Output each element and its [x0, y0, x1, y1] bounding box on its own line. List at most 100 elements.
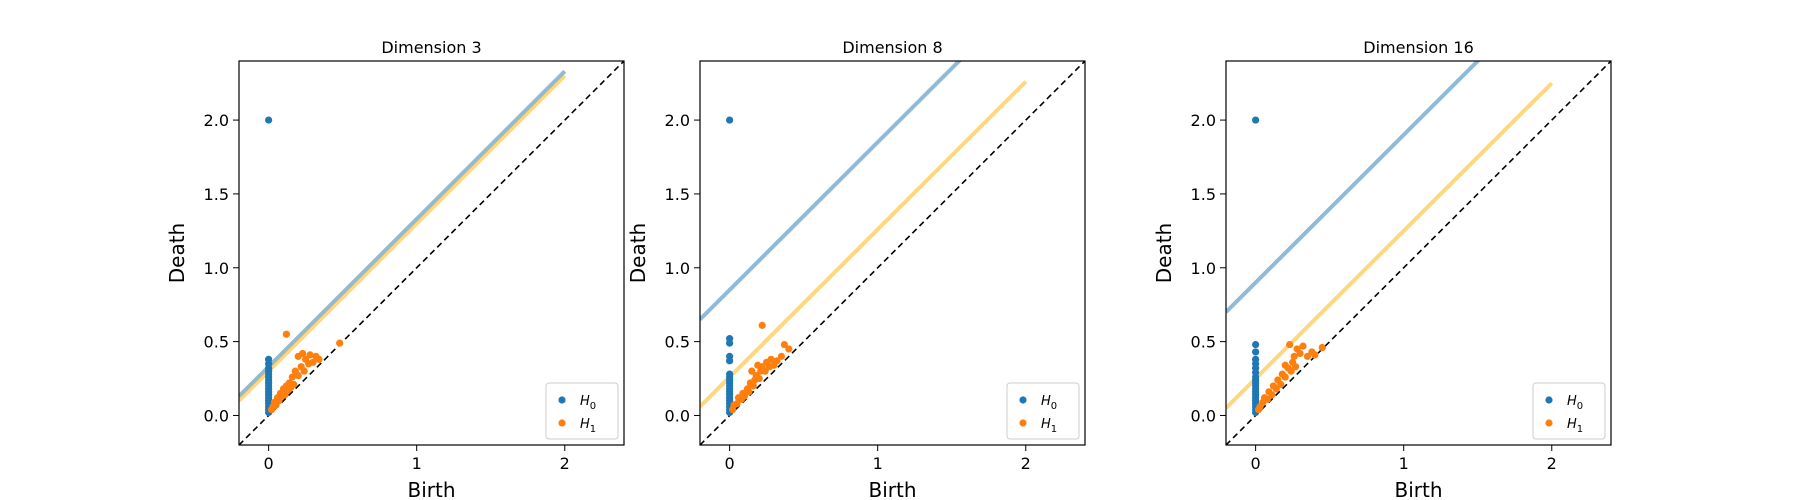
- panel-2: 0 1 2 0.0 0.5 1.0 1.5 2.0 Dimension 8 Birth Death H…: [626, 38, 1086, 500]
- panel-title: Dimension 16: [1363, 38, 1474, 57]
- plot-area: [239, 61, 624, 445]
- y-tick-label: 2.0: [1191, 111, 1216, 130]
- point-h0: [1252, 340, 1260, 349]
- point-h1: [1290, 352, 1298, 360]
- plot-area: [700, 61, 1085, 445]
- point-h1: [315, 355, 323, 363]
- legend-marker-h1: [1545, 419, 1553, 427]
- y-tick-label: 2.0: [665, 111, 690, 130]
- point-h1: [1296, 349, 1304, 358]
- point-h0: [726, 339, 734, 347]
- y-tick-label: 0.5: [665, 333, 690, 352]
- y-tick-label: 2.0: [204, 111, 229, 130]
- point-h1: [1286, 340, 1294, 349]
- x-tick-label: 1: [412, 454, 422, 473]
- y-tick-label: 1.5: [665, 185, 690, 204]
- point-h1: [745, 388, 753, 396]
- point-h1: [306, 351, 314, 359]
- x-tick-label: 0: [264, 454, 274, 473]
- axes-frame: [238, 60, 625, 446]
- point-h1: [761, 367, 769, 375]
- point-h1: [1291, 363, 1300, 371]
- point-h1: [754, 361, 762, 369]
- legend-marker-h0: [1019, 396, 1027, 404]
- x-tick-label: 0: [1251, 454, 1261, 473]
- y-tick-label: 0.5: [1191, 333, 1216, 352]
- confidence-band-h1: [1226, 81, 1554, 410]
- point-h1: [1263, 395, 1272, 403]
- legend-marker-h0: [1545, 396, 1553, 404]
- x-axis-label: Birth: [407, 478, 455, 500]
- point-h1: [309, 358, 317, 366]
- point-h1: [785, 345, 793, 353]
- y-axis-label: Death: [626, 223, 650, 283]
- legend-marker-h1: [1019, 419, 1027, 427]
- point-h1: [1287, 367, 1295, 375]
- point-h0: [1252, 348, 1260, 356]
- point-h1: [773, 357, 781, 365]
- diagonal-line: [239, 61, 624, 445]
- point-h1: [282, 330, 290, 338]
- point-h1: [1281, 361, 1289, 369]
- y-axis-label: Death: [165, 223, 189, 283]
- panel-3: 0 1 2 0.0 0.5 1.0 1.5 2.0 Dimension 16 Birth Death…: [1152, 38, 1612, 500]
- point-h1: [780, 340, 789, 349]
- legend-label-h1: H1: [1567, 417, 1583, 435]
- x-axis-label: Birth: [868, 478, 916, 500]
- diagonal-line: [1226, 61, 1611, 445]
- point-h1: [300, 367, 308, 375]
- x-tick-label: 2: [1021, 454, 1031, 473]
- y-tick-label: 0.0: [665, 406, 690, 425]
- point-h1: [1281, 373, 1289, 381]
- legend-marker-h0: [558, 396, 566, 404]
- y-tick-label: 1.5: [1191, 185, 1216, 204]
- confidence-band-h1: [700, 80, 1028, 409]
- panel-title: Dimension 3: [381, 38, 481, 57]
- diagonal-line: [700, 61, 1085, 445]
- point-h1: [1311, 351, 1319, 359]
- point-h1: [294, 371, 302, 380]
- x-tick-label: 1: [1399, 454, 1409, 473]
- x-tick-label: 2: [560, 454, 570, 473]
- legend-label-h0: H0: [1567, 394, 1583, 412]
- point-h0: [1252, 116, 1260, 124]
- point-h1: [1277, 380, 1285, 389]
- legend-label-h0: H0: [580, 394, 596, 412]
- x-axis-label: Birth: [1394, 478, 1442, 500]
- confidence-band-h0: [1226, 61, 1481, 314]
- point-h1: [288, 373, 296, 381]
- point-h1: [767, 355, 775, 363]
- point-h1: [733, 400, 741, 408]
- point-h1: [1268, 391, 1276, 399]
- confidence-band-h0: [239, 69, 567, 398]
- x-tick-label: 0: [725, 454, 735, 473]
- x-tick-label: 2: [1547, 454, 1557, 473]
- point-h0: [726, 357, 734, 365]
- y-axis-label: Death: [1152, 223, 1176, 283]
- y-tick-label: 1.5: [204, 185, 229, 204]
- point-h1: [336, 339, 344, 347]
- axes-frame: [1225, 60, 1612, 446]
- y-tick-label: 0.0: [204, 406, 229, 425]
- point-h1: [1303, 352, 1312, 360]
- y-tick-label: 1.0: [1191, 259, 1216, 278]
- point-h1: [740, 392, 749, 400]
- confidence-band-h1: [239, 74, 567, 403]
- axes-frame: [699, 60, 1086, 446]
- point-h1: [758, 321, 766, 329]
- legend-label-h1: H1: [580, 417, 596, 435]
- point-h1: [749, 382, 757, 390]
- point-h1: [299, 349, 307, 358]
- y-tick-label: 0.0: [1191, 406, 1216, 425]
- plot-area: [1226, 61, 1611, 445]
- point-h1: [290, 380, 298, 389]
- point-h1: [1272, 385, 1280, 393]
- x-tick-label: 1: [873, 454, 883, 473]
- point-h1: [1318, 343, 1326, 352]
- point-h1: [755, 374, 763, 383]
